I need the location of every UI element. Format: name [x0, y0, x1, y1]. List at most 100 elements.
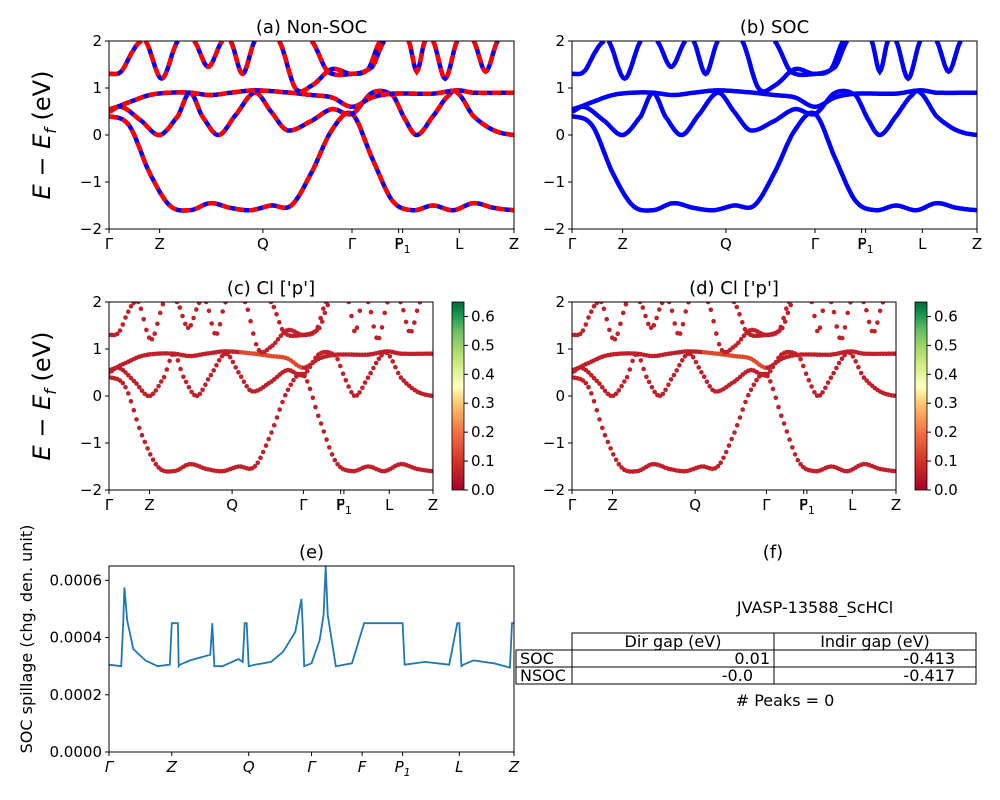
band-point: [340, 371, 346, 377]
band-point: [123, 384, 128, 390]
axes-frame: [108, 301, 434, 491]
band-point: [715, 464, 721, 469]
band-point: [630, 358, 635, 364]
band-point: [150, 457, 156, 463]
col-header-indir-gap: Indir gap (eV): [820, 632, 930, 651]
band-point: [312, 329, 318, 335]
band-point: [729, 436, 734, 442]
band-point: [357, 308, 363, 314]
y-tick-label: −1: [80, 434, 102, 452]
band-point: [693, 359, 699, 365]
band-point: [784, 429, 790, 434]
peaks-count: # Peaks = 0: [736, 691, 835, 710]
band-point: [360, 385, 365, 391]
band-point: [624, 374, 630, 380]
band-point: [711, 318, 716, 324]
band-point: [646, 321, 651, 327]
band-point: [230, 359, 236, 365]
band-point: [206, 308, 212, 314]
band-point: [266, 436, 272, 442]
y-tick-label: 1: [92, 79, 102, 97]
band-point: [156, 383, 161, 389]
band-point: [271, 423, 277, 428]
band-point: [251, 331, 256, 336]
band-point: [594, 407, 600, 413]
band-point: [861, 302, 866, 305]
band-point: [751, 382, 757, 388]
band-point: [354, 325, 360, 331]
band-point: [280, 399, 285, 405]
band-point: [696, 365, 701, 370]
band-point: [376, 356, 382, 362]
panel-title: (c) Cl ['p']: [227, 278, 315, 299]
band-point: [203, 382, 208, 388]
band-point: [773, 395, 779, 401]
band-point: [864, 307, 869, 313]
band-point: [742, 326, 748, 332]
band-point: [652, 389, 657, 395]
band-point: [227, 354, 233, 360]
y-tick-label: −1: [80, 173, 102, 191]
x-tick-label: L: [455, 758, 463, 776]
x-tick-label: Z: [166, 758, 178, 776]
band-point: [666, 302, 672, 305]
nsoc-indir-gap: -0.417: [903, 666, 955, 685]
band-point: [839, 335, 845, 341]
band-point: [157, 310, 163, 316]
band-point: [842, 325, 848, 330]
band-point: [806, 377, 812, 383]
band-point: [872, 329, 877, 334]
band-point: [258, 455, 263, 461]
x-tick-label: Z: [144, 496, 154, 514]
band-line: [691, 41, 720, 77]
band-point: [612, 336, 618, 342]
x-tick-label: Γ: [811, 235, 820, 253]
band-point: [263, 443, 269, 448]
x-tick-label: P1: [858, 235, 874, 256]
band-point: [591, 304, 597, 309]
x-tick-label: F: [857, 235, 866, 253]
band-point: [191, 315, 196, 321]
material-id: JVASP-13588_ScHCl: [736, 598, 893, 618]
band-point: [189, 389, 194, 395]
band-point: [126, 309, 131, 315]
colorbar-tick-label: 0.3: [934, 394, 958, 412]
band-point: [615, 331, 620, 337]
band-point: [654, 315, 659, 321]
band-point: [144, 327, 149, 333]
band-point: [649, 384, 655, 390]
band-point: [302, 371, 307, 377]
band-point: [223, 302, 228, 305]
band-point: [651, 323, 657, 328]
band-point: [379, 325, 385, 330]
band-point: [128, 375, 134, 381]
band-point: [677, 362, 682, 368]
colorbar-tick-label: 0.0: [934, 481, 958, 499]
band-point: [748, 387, 754, 393]
band-point: [238, 374, 244, 380]
band-line: [572, 110, 977, 213]
band-point: [643, 313, 648, 319]
band-point: [123, 370, 128, 375]
plot-area: [109, 41, 514, 213]
band-point: [288, 382, 294, 388]
band-point: [680, 321, 686, 327]
band-point: [795, 457, 801, 463]
band-point: [583, 380, 589, 386]
y-tick-label: 1: [555, 79, 565, 97]
x-tick-label: Q: [257, 235, 269, 253]
x-tick-label: Z: [508, 758, 520, 776]
band-point: [387, 354, 393, 359]
band-point: [785, 310, 791, 316]
band-point: [640, 305, 646, 310]
band-point: [167, 358, 172, 364]
band-point: [776, 404, 781, 410]
band-point: [718, 460, 723, 466]
panel-title: (e): [299, 542, 324, 563]
soc-dir-gap: 0.01: [734, 649, 770, 668]
y-axis-label: SOC spillage (chg. den. unit): [17, 525, 36, 754]
band-point: [216, 358, 222, 363]
band-point: [159, 379, 164, 384]
band-point: [354, 393, 360, 398]
band-point: [737, 415, 743, 420]
